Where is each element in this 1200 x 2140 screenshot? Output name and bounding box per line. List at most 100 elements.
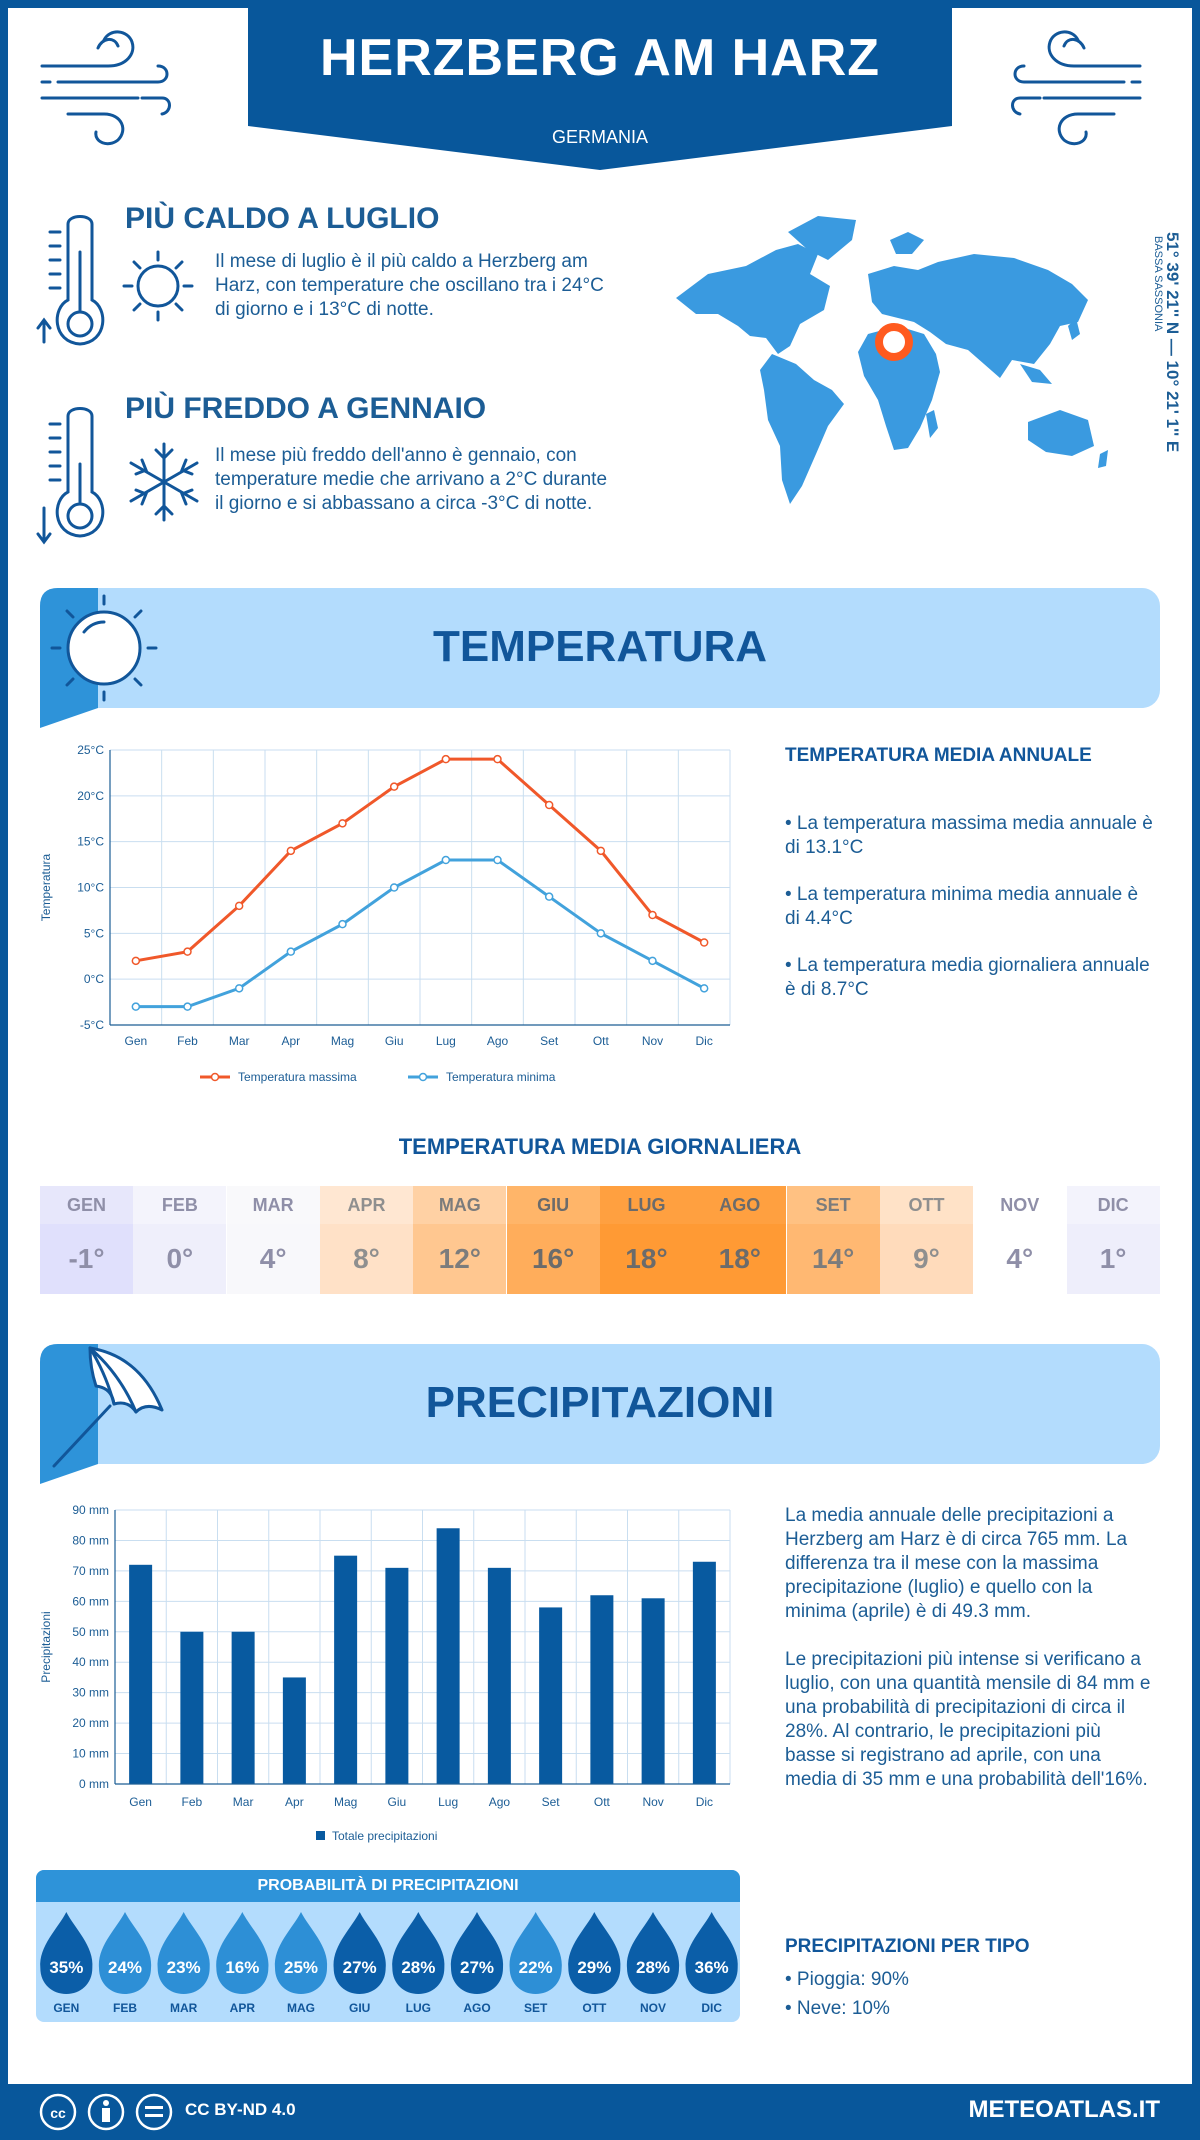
probability-value: 27% bbox=[343, 1958, 377, 1977]
x-tick-label: Feb bbox=[177, 1034, 198, 1048]
precip-type-rain: • Pioggia: 90% bbox=[785, 1969, 909, 1990]
probability-month: MAG bbox=[287, 2001, 315, 2015]
data-point bbox=[389, 883, 399, 892]
temp-bullet-avg: • La temperatura media giornaliera annua… bbox=[785, 955, 1150, 1000]
y-tick-label: -5°C bbox=[80, 1018, 104, 1032]
data-point bbox=[286, 846, 296, 856]
legend-label: Totale precipitazioni bbox=[332, 1829, 437, 1843]
daily-temp-value: 14° bbox=[786, 1224, 880, 1294]
data-point bbox=[699, 938, 709, 947]
thermometer-cold-icon bbox=[36, 407, 199, 545]
precip-band-corner bbox=[40, 1344, 164, 1484]
daily-month-label: APR bbox=[319, 1186, 413, 1224]
x-tick-label: Dic bbox=[696, 1795, 713, 1809]
x-tick-label: Mag bbox=[334, 1795, 357, 1809]
legend-label: Temperatura massima bbox=[238, 1070, 357, 1084]
probability-month: APR bbox=[230, 2001, 256, 2015]
y-tick-label: 5°C bbox=[84, 926, 104, 940]
daily-temp-value: 9° bbox=[879, 1224, 973, 1294]
y-tick-label: 60 mm bbox=[72, 1594, 109, 1608]
data-point bbox=[699, 984, 709, 993]
probability-value: 27% bbox=[460, 1958, 494, 1977]
hottest-text: Il mese di luglio è il più caldo a Herzb… bbox=[215, 251, 604, 320]
x-tick-label: Mar bbox=[229, 1034, 250, 1048]
world-map bbox=[676, 216, 1108, 504]
daily-temp-value: 1° bbox=[1066, 1224, 1160, 1294]
by-icon bbox=[87, 2093, 125, 2131]
x-tick-label: Set bbox=[540, 1034, 559, 1048]
y-tick-label: 0°C bbox=[84, 972, 104, 986]
precip-bar bbox=[334, 1555, 358, 1784]
precip-bar bbox=[282, 1677, 306, 1784]
temperature-side-title: TEMPERATURA MEDIA ANNUALE bbox=[785, 745, 1092, 766]
daily-temp-value: -1° bbox=[40, 1224, 133, 1294]
precip-bar bbox=[539, 1607, 563, 1784]
data-point bbox=[544, 800, 554, 810]
data-point bbox=[234, 901, 244, 911]
y-tick-label: 50 mm bbox=[72, 1625, 109, 1639]
x-tick-label: Gen bbox=[124, 1034, 147, 1048]
precip-bar bbox=[641, 1598, 665, 1784]
daily-temp-value: 16° bbox=[506, 1224, 600, 1294]
data-point bbox=[234, 984, 244, 993]
hottest-title: PIÙ CALDO A LUGLIO bbox=[125, 202, 440, 235]
site-link[interactable]: METEOATLAS.IT bbox=[968, 2096, 1160, 2123]
x-tick-label: Ago bbox=[489, 1795, 511, 1809]
data-point bbox=[286, 947, 296, 956]
daily-temp-value: 12° bbox=[413, 1224, 507, 1294]
legend-marker bbox=[418, 1072, 428, 1082]
series-line-max bbox=[135, 757, 705, 963]
probability-month: GEN bbox=[53, 2001, 79, 2015]
x-tick-label: Apr bbox=[285, 1795, 304, 1809]
probability-month: LUG bbox=[406, 2001, 431, 2015]
temperature-chart: -5°C 0°C 5°C 10°C 15°C 20°C 25°C Gen Feb Mar Apr Ma… bbox=[39, 743, 731, 1084]
x-tick-label: Mar bbox=[233, 1795, 254, 1809]
temperature-title: TEMPERATURA bbox=[432, 622, 768, 671]
data-point bbox=[338, 919, 347, 929]
probability-month: SET bbox=[524, 2001, 548, 2015]
raindrop-icon bbox=[685, 1912, 738, 1994]
x-tick-label: Gen bbox=[129, 1795, 152, 1809]
title-banner bbox=[248, 0, 952, 170]
thermometer-hot-icon bbox=[36, 215, 194, 346]
data-point bbox=[648, 910, 657, 920]
precip-bar bbox=[487, 1567, 511, 1784]
coldest-title: PIÙ FREDDO A GENNAIO bbox=[125, 392, 487, 425]
precip-band bbox=[40, 1344, 1160, 1464]
daily-temp-value: 4° bbox=[973, 1224, 1067, 1294]
svg-text:cc: cc bbox=[50, 2105, 66, 2121]
x-tick-label: Nov bbox=[642, 1795, 663, 1809]
wind-icon bbox=[40, 30, 171, 146]
data-point bbox=[544, 892, 554, 901]
temp-bullet-min: • La temperatura minima media annuale è … bbox=[785, 884, 1139, 929]
daily-month-label: SET bbox=[786, 1186, 880, 1224]
daily-temp-value: 18° bbox=[599, 1224, 693, 1294]
probability-value: 28% bbox=[636, 1958, 670, 1977]
temp-bullet-max: • La temperatura massima media annuale è… bbox=[785, 813, 1153, 858]
probability-value: 35% bbox=[49, 1958, 83, 1977]
probability-month: NOV bbox=[640, 2001, 666, 2015]
probability-row: 35% GEN 24% FEB 23% MAR 16% APR 25% MAG 27% GIU 28% L… bbox=[40, 1912, 738, 2015]
daily-month-label: MAR bbox=[226, 1186, 320, 1224]
legend-label: Temperatura minima bbox=[446, 1070, 556, 1084]
y-tick-label: 30 mm bbox=[72, 1686, 109, 1700]
legend-swatch bbox=[316, 1831, 325, 1840]
precip-types-title: PRECIPITAZIONI PER TIPO bbox=[785, 1936, 1030, 1957]
probability-month: AGO bbox=[463, 2001, 490, 2015]
precipitation-chart: 0 mm 10 mm 20 mm 30 mm 40 mm 50 mm 60 mm 70 mm 8… bbox=[39, 1503, 731, 1843]
precip-type-snow: • Neve: 10% bbox=[785, 1998, 890, 2019]
nd-icon bbox=[135, 2093, 173, 2131]
raindrop-icon bbox=[333, 1912, 386, 1994]
probability-value: 22% bbox=[519, 1958, 553, 1977]
probability-value: 23% bbox=[167, 1958, 201, 1977]
probability-month: FEB bbox=[113, 2001, 137, 2015]
daily-month-label: GEN bbox=[40, 1186, 133, 1224]
data-point bbox=[596, 846, 606, 856]
data-point bbox=[183, 1002, 192, 1011]
daily-temp-value: 0° bbox=[133, 1224, 227, 1294]
footer bbox=[0, 2084, 1200, 2140]
y-axis-label: Precipitazioni bbox=[39, 1611, 53, 1682]
y-tick-label: 20°C bbox=[77, 789, 104, 803]
data-point bbox=[493, 855, 502, 865]
x-tick-label: Feb bbox=[182, 1795, 203, 1809]
